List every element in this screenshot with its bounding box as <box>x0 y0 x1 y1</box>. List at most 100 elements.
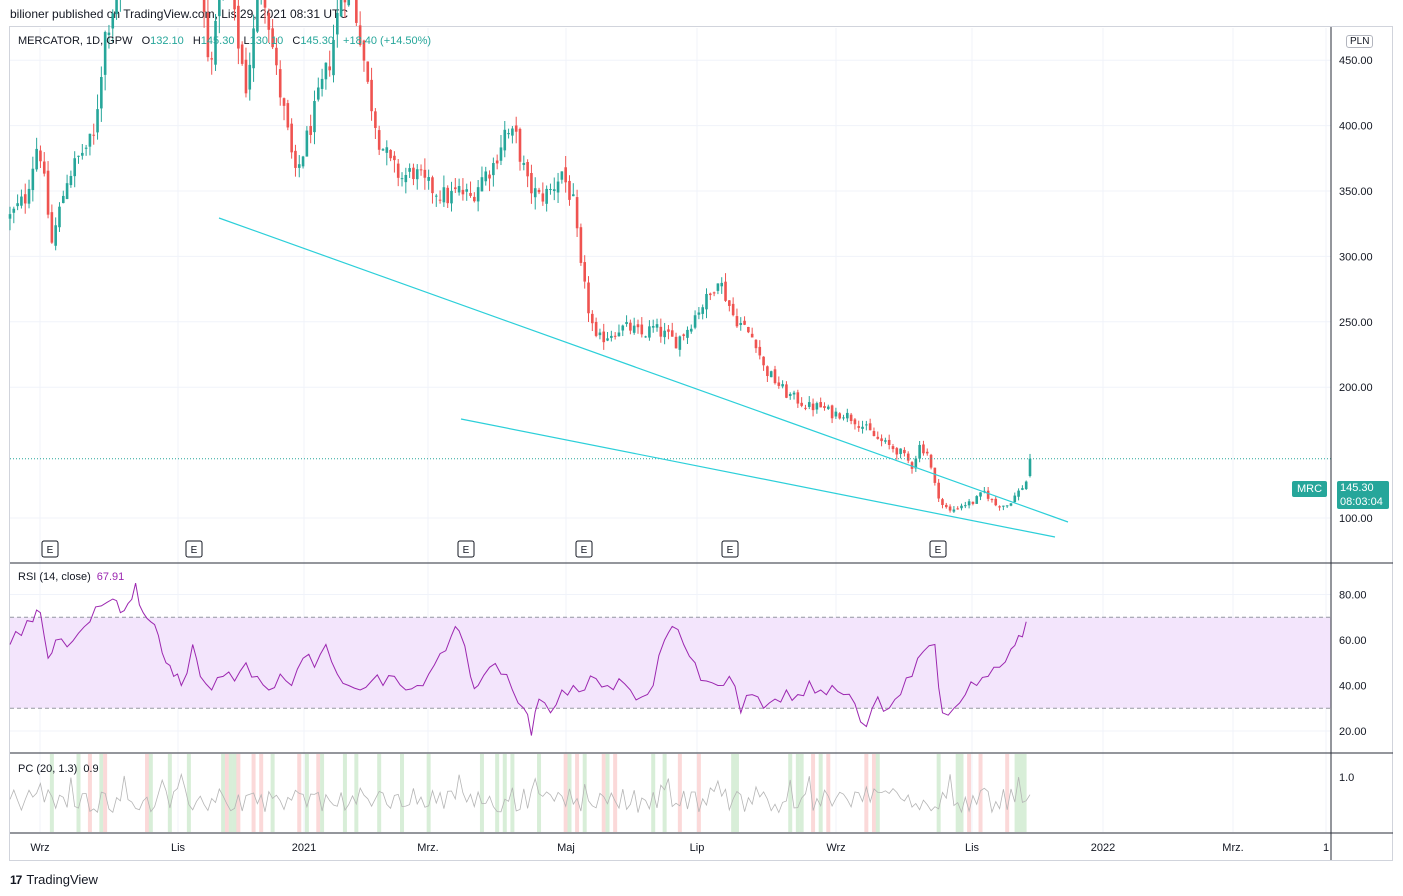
candle-body <box>267 12 271 30</box>
candle-body <box>530 172 533 194</box>
candle-body <box>807 402 811 407</box>
candle-body <box>206 12 210 58</box>
candle-body <box>766 366 769 377</box>
candle-body <box>922 444 925 454</box>
currency-badge[interactable]: PLN <box>1346 35 1374 48</box>
candle-body <box>518 128 522 162</box>
candle-body <box>648 326 651 338</box>
candle-body <box>442 187 446 203</box>
candle-body <box>1028 458 1032 477</box>
candle-body <box>301 156 305 167</box>
candle-body <box>591 313 594 324</box>
pc-band-bullish <box>479 754 484 832</box>
candle-body <box>975 496 979 504</box>
pc-band-bearish <box>871 754 876 832</box>
candle-body <box>568 180 571 200</box>
candle-body <box>693 315 697 328</box>
candle-body <box>701 307 704 314</box>
candle-body <box>450 190 453 204</box>
candle-body <box>514 125 518 132</box>
candle-body <box>1005 505 1009 507</box>
candle-body <box>571 194 575 197</box>
candle-body <box>115 0 118 15</box>
rsi-label: RSI (14, close) <box>18 571 91 583</box>
candle-body <box>918 444 921 459</box>
candle-body <box>739 322 743 326</box>
earnings-marker <box>575 540 593 558</box>
candle-body <box>906 453 910 461</box>
candle-body <box>332 39 335 76</box>
candle-body <box>990 499 994 501</box>
low-label: L <box>243 35 250 47</box>
pc-band-bullish <box>228 754 233 832</box>
candle-body <box>419 169 423 171</box>
candle-body <box>811 403 815 411</box>
candle-body <box>533 188 537 198</box>
candle-body <box>461 189 465 195</box>
time-tick-label: Mrz. <box>1222 842 1243 854</box>
candle-body <box>522 162 526 165</box>
earnings-marker <box>41 540 59 558</box>
candle-body <box>823 406 826 409</box>
earnings-marker-label: E <box>463 545 470 556</box>
candle-body <box>431 177 434 194</box>
pc-band-bearish <box>967 754 972 832</box>
pc-band-bullish <box>731 754 736 832</box>
candle-body <box>587 282 590 314</box>
pc-band-bullish <box>342 754 347 832</box>
time-tick-label: 1 <box>1323 842 1329 854</box>
candle-body <box>682 334 685 336</box>
candle-body <box>705 293 708 310</box>
pc-band-bullish <box>148 754 153 832</box>
pc-band-bullish <box>400 754 405 832</box>
pc-band-bearish <box>601 754 606 832</box>
pc-tick-label: 1.0 <box>1339 772 1354 784</box>
candle-body <box>381 149 385 151</box>
pc-band-bullish <box>320 754 325 832</box>
candle-body <box>275 47 278 66</box>
pc-band-bullish <box>959 754 964 832</box>
candle-body <box>202 0 206 12</box>
price-tick-label: 200.00 <box>1339 382 1373 394</box>
candle-body <box>925 451 929 454</box>
candle-body <box>754 339 758 349</box>
candle-body <box>294 150 297 168</box>
candle-body <box>971 501 975 504</box>
candle-body <box>415 169 419 180</box>
candle-body <box>556 181 560 193</box>
candle-body <box>549 189 552 191</box>
candle-body <box>374 111 377 128</box>
pc-band-bearish <box>696 754 701 832</box>
candle-body <box>594 321 598 336</box>
candle-body <box>884 440 887 442</box>
candle-body <box>39 150 42 162</box>
candle-body <box>895 448 899 455</box>
symbol-price-tag: MRC <box>1292 481 1327 497</box>
candle-body <box>423 169 427 178</box>
candle-body <box>237 5 240 49</box>
candle-body <box>830 405 834 419</box>
candle-body <box>903 449 906 454</box>
candle-body <box>507 133 510 135</box>
candle-body <box>305 130 309 157</box>
price-tick-label: 350.00 <box>1339 186 1373 198</box>
candle-body <box>994 498 998 506</box>
pc-band-bullish <box>426 754 431 832</box>
candle-body <box>606 338 609 341</box>
candle-body <box>944 504 948 508</box>
candle-body <box>899 448 902 455</box>
pc-band-bullish <box>795 754 800 832</box>
candle-body <box>819 402 822 408</box>
candle-body <box>983 490 986 492</box>
candle-body <box>545 188 548 204</box>
pc-band-bullish <box>502 754 507 832</box>
candle-body <box>800 402 803 406</box>
pc-band-bearish <box>87 754 92 832</box>
tradingview-logo[interactable]: 17 TradingView <box>10 872 98 887</box>
pc-band-bullish <box>495 754 500 832</box>
candle-body <box>408 168 411 172</box>
candle-body <box>678 336 682 350</box>
time-tick-label: Lis <box>171 842 186 854</box>
candle-body <box>65 183 69 200</box>
